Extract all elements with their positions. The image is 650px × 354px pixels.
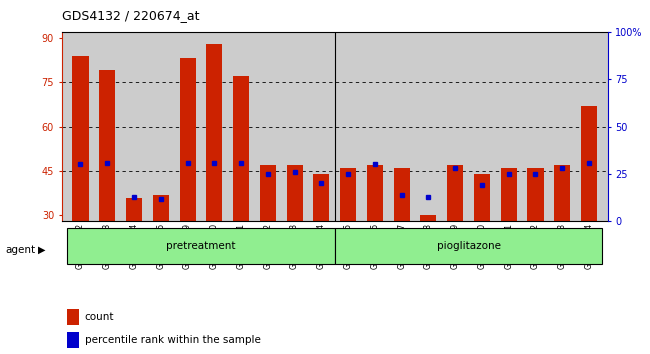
Text: ▶: ▶ [38,245,46,255]
Bar [233,76,249,221]
Bar [72,56,88,221]
Text: GDS4132 / 220674_at: GDS4132 / 220674_at [62,9,200,22]
Bar [447,165,463,221]
Bar [394,168,410,221]
Bar [126,198,142,221]
Bar [367,165,383,221]
Text: pioglitazone: pioglitazone [437,241,500,251]
Bar [179,58,196,221]
Bar [67,309,79,325]
Bar [421,215,436,221]
Bar [67,228,335,264]
Bar [335,228,603,264]
Bar [581,106,597,221]
Bar [554,165,570,221]
Bar [99,70,115,221]
Bar [474,174,490,221]
Text: percentile rank within the sample: percentile rank within the sample [84,335,261,346]
Bar [500,168,517,221]
Bar [313,174,330,221]
Text: count: count [84,312,114,322]
Bar [206,44,222,221]
Bar [527,168,543,221]
Bar [153,195,169,221]
Text: pretreatment: pretreatment [166,241,236,251]
Bar [67,332,79,348]
Bar [287,165,303,221]
Bar [340,168,356,221]
Bar [260,165,276,221]
Text: agent: agent [5,245,35,255]
